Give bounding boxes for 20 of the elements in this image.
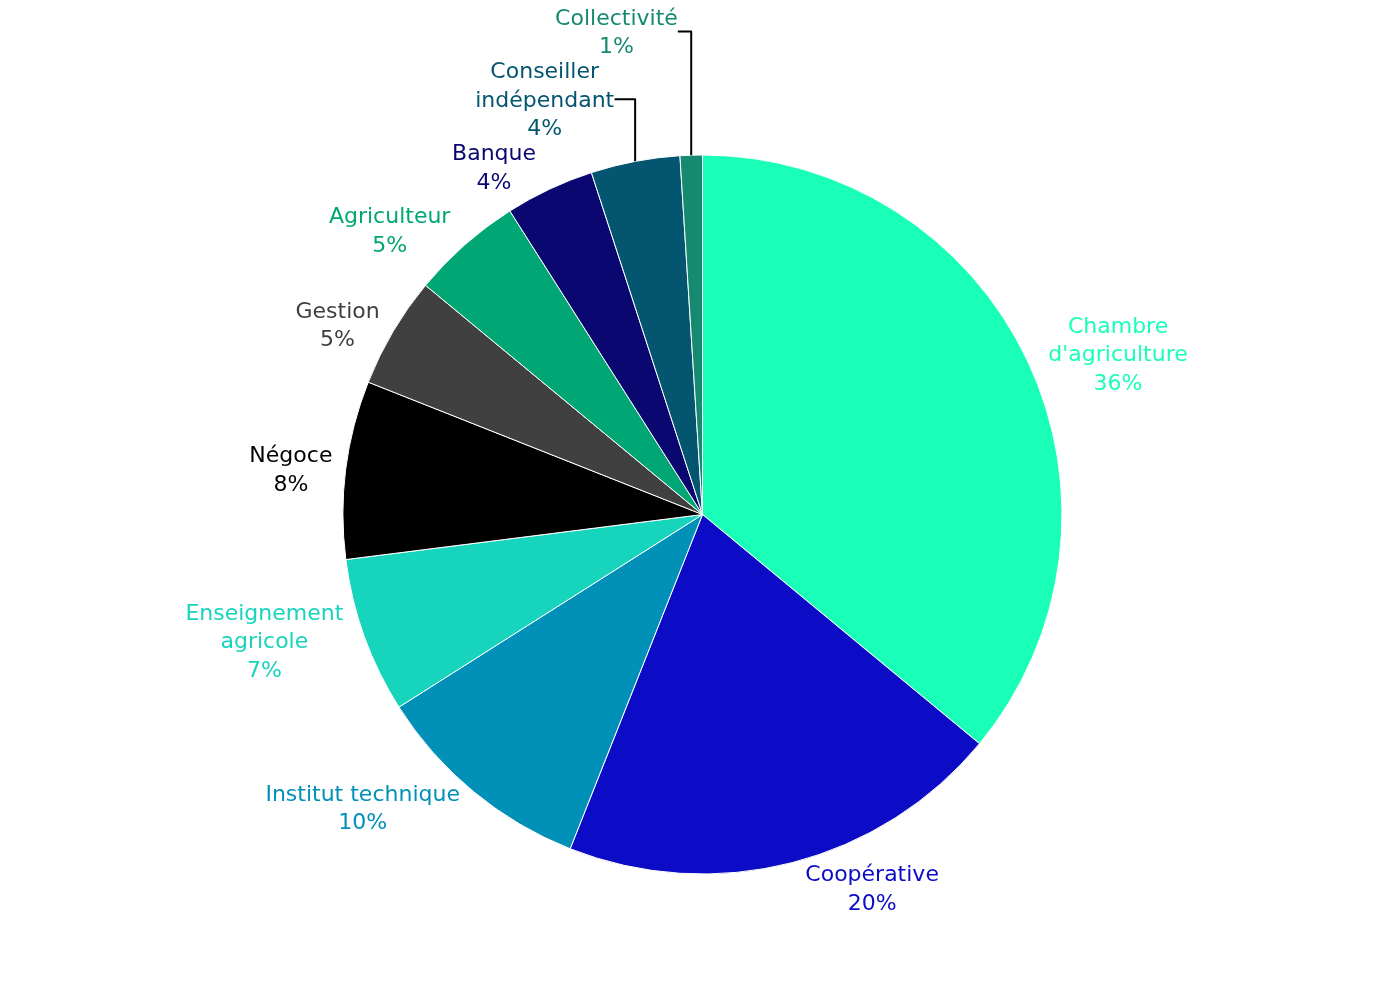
data-label: 5%: [372, 231, 408, 257]
slice-label: Négoce: [249, 442, 333, 468]
data-label: 36%: [1093, 370, 1143, 396]
slice-label: Enseignement agricole: [185, 599, 344, 654]
slice-label: Institut technique: [265, 780, 460, 806]
data-label: 5%: [320, 326, 356, 352]
slice-label: Conseiller indépendant: [475, 58, 615, 112]
data-label: 4%: [476, 169, 512, 195]
slice-label: Banque: [452, 140, 537, 166]
slice-label: Gestion: [295, 297, 380, 323]
slice-label: Agriculteur: [328, 202, 452, 228]
slice-label: Coopérative: [805, 861, 939, 887]
data-label: 4%: [527, 115, 563, 141]
data-label: 7%: [246, 657, 282, 683]
data-label: 10%: [338, 809, 388, 835]
data-label: 1%: [599, 33, 634, 59]
data-label: 8%: [273, 470, 309, 496]
slice-label: Chambre d'agriculture: [1048, 312, 1188, 367]
slice-label: Collectivité: [555, 4, 678, 30]
data-label: 20%: [847, 889, 897, 915]
